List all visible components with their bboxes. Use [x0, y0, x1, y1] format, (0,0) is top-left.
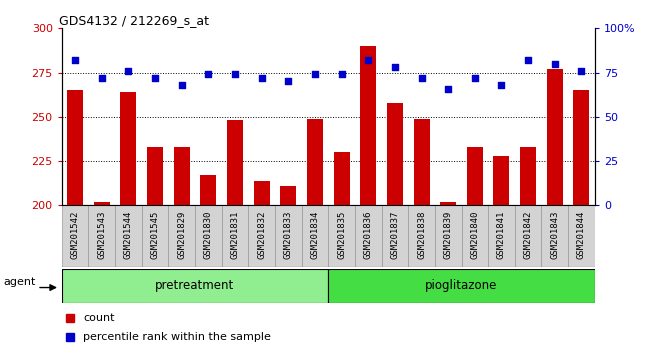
Bar [413, 119, 430, 205]
Bar [115, 205, 142, 267]
Text: GSM201542: GSM201542 [71, 210, 79, 259]
Point [150, 75, 161, 81]
Point [96, 75, 107, 81]
Bar [88, 205, 115, 267]
Text: GSM201832: GSM201832 [257, 210, 266, 259]
Text: GSM201830: GSM201830 [204, 210, 213, 259]
Text: GSM201831: GSM201831 [231, 210, 239, 259]
Bar [493, 156, 510, 205]
Text: GSM201842: GSM201842 [524, 210, 532, 259]
Bar [307, 119, 323, 205]
Bar [302, 205, 328, 267]
Text: count: count [83, 313, 114, 323]
Bar [142, 205, 168, 267]
Bar [328, 269, 595, 303]
Point [550, 61, 560, 67]
Bar [62, 205, 88, 267]
Bar [174, 147, 190, 205]
Bar [408, 205, 435, 267]
Text: agent: agent [3, 278, 36, 287]
Bar [168, 205, 195, 267]
Bar [568, 205, 595, 267]
Point [203, 72, 213, 77]
Text: GSM201843: GSM201843 [551, 210, 559, 259]
Text: pretreatment: pretreatment [155, 279, 235, 292]
Text: pioglitazone: pioglitazone [425, 279, 498, 292]
Point [390, 64, 400, 70]
Text: GSM201844: GSM201844 [577, 210, 586, 259]
Bar [467, 147, 483, 205]
Bar [435, 205, 462, 267]
Point [523, 57, 533, 63]
Bar [573, 90, 590, 205]
Bar [222, 205, 248, 267]
Point [337, 72, 347, 77]
Text: GSM201544: GSM201544 [124, 210, 133, 259]
Text: GSM201837: GSM201837 [391, 210, 399, 259]
Text: percentile rank within the sample: percentile rank within the sample [83, 332, 271, 342]
Point [310, 72, 320, 77]
Bar [360, 46, 376, 205]
Bar [275, 205, 302, 267]
Text: GSM201840: GSM201840 [471, 210, 479, 259]
Text: GSM201839: GSM201839 [444, 210, 452, 259]
Bar [280, 186, 296, 205]
Point [70, 57, 81, 63]
Text: GSM201836: GSM201836 [364, 210, 372, 259]
Text: GSM201838: GSM201838 [417, 210, 426, 259]
Point [177, 82, 187, 88]
Bar [254, 181, 270, 205]
Point [417, 75, 427, 81]
Bar [62, 269, 328, 303]
Point [577, 68, 587, 74]
Point [124, 68, 134, 74]
Point [497, 82, 507, 88]
Bar [227, 120, 243, 205]
Bar [328, 205, 355, 267]
Text: GSM201833: GSM201833 [284, 210, 292, 259]
Bar [147, 147, 163, 205]
Bar [195, 205, 222, 267]
Point [256, 75, 267, 81]
Bar [200, 175, 216, 205]
Text: GSM201545: GSM201545 [151, 210, 159, 259]
Point [230, 72, 240, 77]
Bar [382, 205, 408, 267]
Bar [94, 202, 110, 205]
Bar [462, 205, 488, 267]
Point [469, 75, 480, 81]
Bar [355, 205, 382, 267]
Bar [333, 152, 350, 205]
Bar [440, 202, 456, 205]
Text: GSM201834: GSM201834 [311, 210, 319, 259]
Bar [248, 205, 275, 267]
Text: GSM201543: GSM201543 [98, 210, 106, 259]
Text: GDS4132 / 212269_s_at: GDS4132 / 212269_s_at [59, 14, 209, 27]
Text: GSM201841: GSM201841 [497, 210, 506, 259]
Bar [67, 90, 83, 205]
Bar [547, 69, 563, 205]
Bar [520, 147, 536, 205]
Bar [541, 205, 568, 267]
Bar [515, 205, 541, 267]
Point [283, 79, 294, 84]
Text: GSM201829: GSM201829 [177, 210, 186, 259]
Bar [488, 205, 515, 267]
Bar [387, 103, 403, 205]
Point [363, 57, 373, 63]
Point [443, 86, 454, 91]
Bar [120, 92, 136, 205]
Text: GSM201835: GSM201835 [337, 210, 346, 259]
